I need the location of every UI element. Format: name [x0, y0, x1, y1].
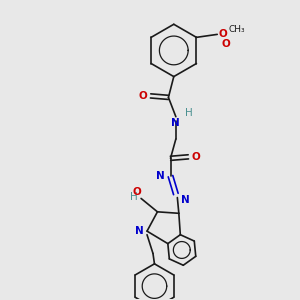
Text: O: O	[219, 29, 227, 39]
Text: O: O	[132, 187, 141, 197]
Text: N: N	[181, 196, 190, 206]
Text: CH₃: CH₃	[229, 25, 245, 34]
Text: N: N	[135, 226, 143, 236]
Text: N: N	[156, 171, 165, 181]
Text: O: O	[139, 91, 148, 101]
Text: H: H	[185, 108, 193, 118]
Text: O: O	[221, 40, 230, 50]
Text: O: O	[191, 152, 200, 162]
Text: H: H	[130, 192, 138, 202]
Text: N: N	[172, 118, 180, 128]
